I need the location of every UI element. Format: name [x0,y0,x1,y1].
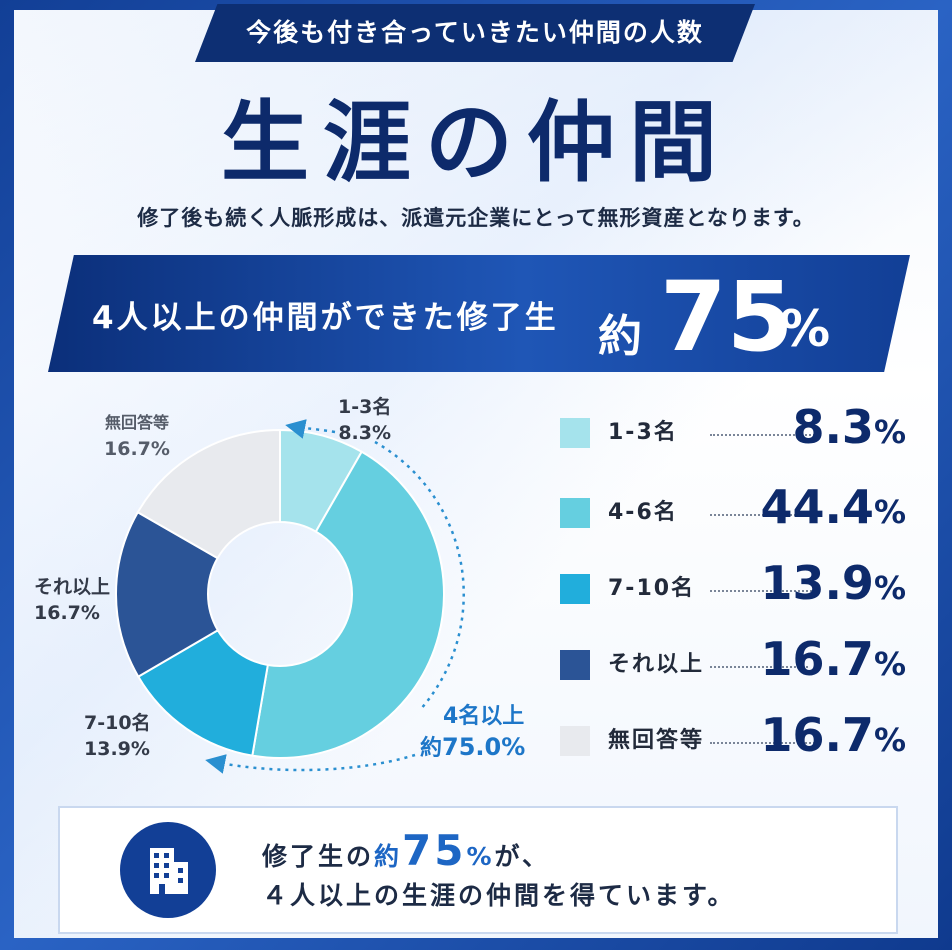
legend-value-number: 16.7 [760,708,874,762]
legend-leader-dots [710,666,808,668]
summary-text-e: が、 [494,842,551,871]
callout-more-name: それ以上 [34,576,111,598]
callout-no-answer: 無回答等 16.7% [104,410,170,462]
summary-text-c: 75 [402,826,467,875]
callout-group-prefix: 約 [420,736,443,761]
summary-text-b: 約 [374,842,403,871]
summary-line-2: ４人以上の生涯の仲間を得ています。 [262,881,736,910]
highlight-unit: % [780,300,831,358]
donut-slice [136,428,281,560]
legend-row: 無回答等 16.7% [560,708,910,772]
legend-value-unit: % [873,721,906,759]
highlight-bar [48,255,910,372]
legend-value-number: 13.9 [760,556,874,610]
legend-label: 無回答等 [608,728,705,753]
callout-group-value: 75.0% [442,733,526,761]
callout-group-name: 4名以上 [442,704,525,729]
callout-7-10: 7-10名 13.9% [84,710,151,762]
highlight-label: 4人以上の仲間ができた修了生 [92,300,559,336]
legend-value-number: 44.4 [760,480,874,534]
callout-arrow-bottom [205,753,416,774]
summary-line-1: 修了生の約75%が、 [262,826,550,875]
legend-row: 1-3名 8.3% [560,400,910,464]
legend-label: 1-3名 [608,420,678,445]
building-icon [150,848,188,894]
legend-value-unit: % [873,493,906,531]
legend-row: 7-10名 13.9% [560,556,910,620]
legend-leader-dots [710,590,820,592]
legend-swatch [560,726,590,756]
legend-value-unit: % [873,645,906,683]
callout-1-3: 1-3名 8.3% [338,394,391,446]
donut-chart [115,419,465,774]
callout-7-10-value: 13.9% [84,738,150,760]
top-banner [195,4,755,62]
legend-row: それ以上 16.7% [560,632,910,696]
callout-no-answer-value: 16.7% [104,438,170,460]
callout-group-4plus: 4名以上 約75.0% [420,702,525,764]
page-subtitle: 修了後も続く人脈形成は、派遣元企業にとって無形資産となります。 [137,206,815,230]
highlight-value: 75 [660,261,794,373]
legend-value: 13.9% [760,556,906,610]
donut-slice [251,450,445,759]
legend-label: それ以上 [608,652,705,677]
donut-slice [115,510,220,678]
summary-text-d: % [466,842,495,871]
donut-slice [136,628,269,757]
legend-value-number: 8.3 [792,400,874,454]
page-title: 生涯の仲間 [220,91,731,194]
legend-leader-dots [710,514,808,516]
legend-value: 44.4% [760,480,906,534]
callout-1-3-value: 8.3% [338,422,392,444]
legend-swatch [560,418,590,448]
callout-more-value: 16.7% [34,602,100,624]
banner-title: 今後も付き合っていきたい仲間の人数 [246,18,704,47]
legend-swatch [560,574,590,604]
building-icon-circle [120,822,216,918]
legend-value-unit: % [873,569,906,607]
legend-swatch [560,650,590,680]
callout-no-answer-name: 無回答等 [104,413,169,432]
legend-value-unit: % [873,413,906,451]
callout-arc-group [374,440,465,711]
legend-value-number: 16.7 [760,632,874,686]
legend-label: 7-10名 [608,576,696,601]
legend-row: 4-6名 44.4% [560,480,910,544]
legend-label: 4-6名 [608,500,678,525]
legend-value: 8.3% [792,400,906,454]
legend-swatch [560,498,590,528]
summary-text-a: 修了生の [262,842,375,871]
legend-value: 16.7% [760,632,906,686]
callout-more: それ以上 16.7% [34,574,110,626]
callout-7-10-name: 7-10名 [84,712,151,734]
highlight-prefix: 約 [598,311,642,362]
legend-leader-dots [710,742,818,744]
legend-leader-dots [710,434,818,436]
legend-value: 16.7% [760,708,906,762]
callout-1-3-name: 1-3名 [338,396,392,418]
